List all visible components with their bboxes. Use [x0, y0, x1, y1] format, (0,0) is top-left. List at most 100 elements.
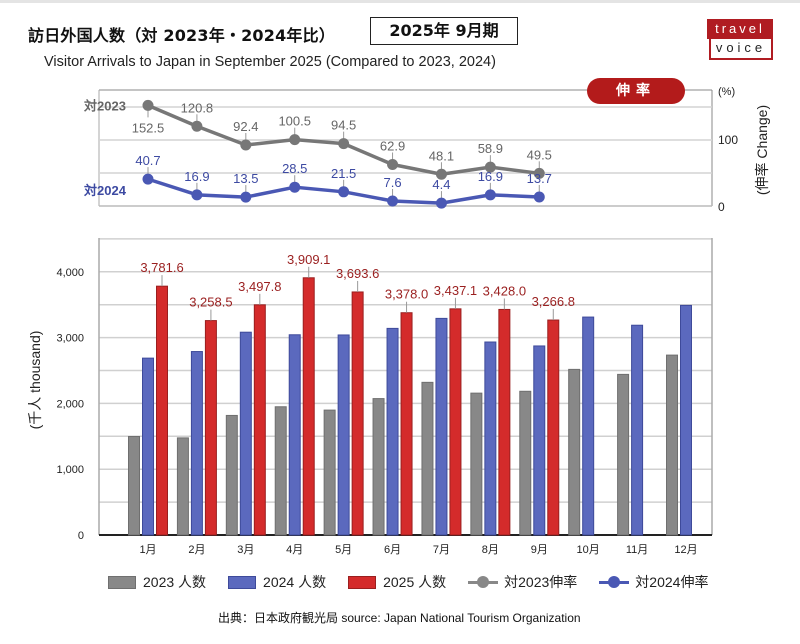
rate-point: [484, 161, 496, 173]
legend-item-2023: 2023 人数: [108, 572, 206, 592]
bar-2024: [631, 324, 644, 536]
bar-category-label: 1月: [139, 544, 156, 556]
rate-point: [240, 191, 252, 203]
bar-2025: [498, 308, 511, 536]
logo-bottom-text: voice: [709, 39, 773, 60]
rate-data-label: 40.7: [135, 153, 160, 168]
bar-data-label: 3,266.8: [532, 294, 575, 309]
bar-category-label: 12月: [674, 544, 697, 556]
rate-data-label: 13.5: [233, 171, 258, 186]
source-note: 出典：日本政府観光局 source: Japan National Touris…: [218, 611, 581, 625]
legend-item-2024: 2024 人数: [228, 572, 326, 592]
bar-category-label: 9月: [531, 544, 548, 556]
legend-label-2023: 2023 人数: [143, 574, 207, 590]
legend-swatch-2024: [228, 575, 257, 589]
bar-2024: [288, 334, 301, 536]
rate-axis-title: (伸率 Change): [754, 105, 770, 195]
legend-line-marker-rate2024: [599, 576, 630, 588]
bar-tick-label: 2,000: [56, 398, 84, 410]
legend-line-marker-rate2023: [468, 576, 499, 588]
bar-2025: [156, 285, 168, 536]
bar-axis-title: (千人 thousand): [27, 331, 43, 430]
bar-category-label: 7月: [433, 544, 450, 556]
rate-data-label: 120.8: [181, 100, 214, 115]
bar-category-label: 4月: [286, 544, 303, 556]
rate-data-label: 13.7: [527, 171, 552, 186]
rate-point: [142, 173, 154, 185]
bar-data-label: 3,428.0: [483, 283, 526, 298]
bar-2023: [372, 398, 385, 536]
bar-2024: [533, 345, 546, 536]
growth-rate-badge: 伸率: [587, 78, 685, 104]
bar-tick-label: 4,000: [56, 267, 84, 279]
bar-2024: [484, 341, 497, 536]
bar-2023: [128, 435, 140, 536]
rate-point: [533, 167, 545, 179]
legend-item-rate2024: 対2024伸率: [599, 572, 708, 592]
rate-data-label: 152.5: [132, 120, 165, 135]
bar-category-label: 5月: [335, 544, 352, 556]
bar-2023: [274, 406, 287, 536]
rate-point: [338, 186, 350, 198]
bar-data-label: 3,693.6: [336, 266, 379, 281]
bar-2023: [176, 437, 189, 536]
rate-data-label: 48.1: [429, 148, 454, 163]
rate-point: [338, 138, 350, 150]
bar-2025: [253, 304, 266, 536]
bar-category-label: 11月: [626, 544, 648, 556]
rate-point: [240, 139, 252, 151]
legend-label-2024: 2024 人数: [263, 574, 327, 590]
rate-point: [387, 195, 399, 207]
bar-tick-label: 0: [78, 530, 84, 542]
rate-point: [533, 191, 545, 203]
rate-series-name: 対2023: [83, 98, 126, 113]
legend-swatch-2025: [348, 575, 377, 589]
rate-point: [289, 134, 301, 146]
rate-point: [142, 99, 154, 111]
rate-data-label: 100.5: [278, 114, 311, 129]
rate-point: [435, 197, 447, 209]
visitor-bar-chart: 0 1,000 2,000 3,000 4,000 (千人 thousand) 1月 2月 3月…: [27, 238, 713, 556]
bar-2023: [666, 354, 678, 536]
bar-2023: [568, 368, 581, 536]
rate-data-label: 16.9: [184, 169, 209, 184]
legend-item-2025: 2025 人数: [348, 572, 446, 592]
bar-2024: [435, 317, 448, 536]
rate-data-label: 4.4: [432, 177, 450, 192]
bar-category-label: 10月: [577, 544, 600, 556]
rate-tick-label: 100: [718, 133, 738, 147]
bar-2024: [239, 331, 252, 536]
bar-2024: [386, 327, 399, 536]
bar-category-label: 2月: [188, 544, 205, 556]
bar-2024: [142, 357, 154, 536]
rate-point: [191, 189, 203, 201]
bar-2025: [400, 312, 413, 536]
legend-label-2025: 2025 人数: [383, 574, 447, 590]
bar-tick-label: 3,000: [56, 333, 84, 345]
rate-series-name: 対2024: [83, 183, 127, 198]
bar-2024: [582, 316, 595, 536]
rate-unit-label: (%): [718, 86, 735, 98]
rate-data-label: 94.5: [331, 118, 356, 133]
bar-2025: [302, 277, 315, 536]
rate-data-label: 92.4: [233, 119, 258, 134]
rate-data-label: 49.5: [527, 147, 552, 162]
rate-data-label: 21.5: [331, 166, 356, 181]
bar-2025: [351, 291, 364, 536]
page-subtitle: Visitor Arrivals to Japan in September 2…: [44, 54, 496, 70]
logo-top-text: travel: [707, 19, 773, 39]
rate-point: [191, 120, 203, 132]
legend-label-rate2024: 対2024伸率: [635, 574, 709, 590]
growth-rate-chart: (%) 100 0 (伸率 Change) 152.5 120.8 92.4 100.5 94.…: [83, 86, 770, 214]
bar-data-label: 3,437.1: [434, 283, 477, 298]
page-title: 訪日外国人数（対 2023年・2024年比）: [28, 26, 336, 45]
bar-tick-label: 1,000: [56, 464, 84, 476]
bar-2023: [470, 392, 483, 536]
bar-2023: [421, 381, 434, 536]
bar-2023: [617, 373, 630, 536]
chart-legend: 2023 人数 2024 人数 2025 人数 対2023伸率 対2024伸率: [108, 572, 730, 592]
bar-2023: [323, 409, 336, 536]
bar-category-label: 8月: [482, 544, 499, 556]
bar-2025: [204, 320, 217, 536]
rate-data-label: 28.5: [282, 161, 307, 176]
